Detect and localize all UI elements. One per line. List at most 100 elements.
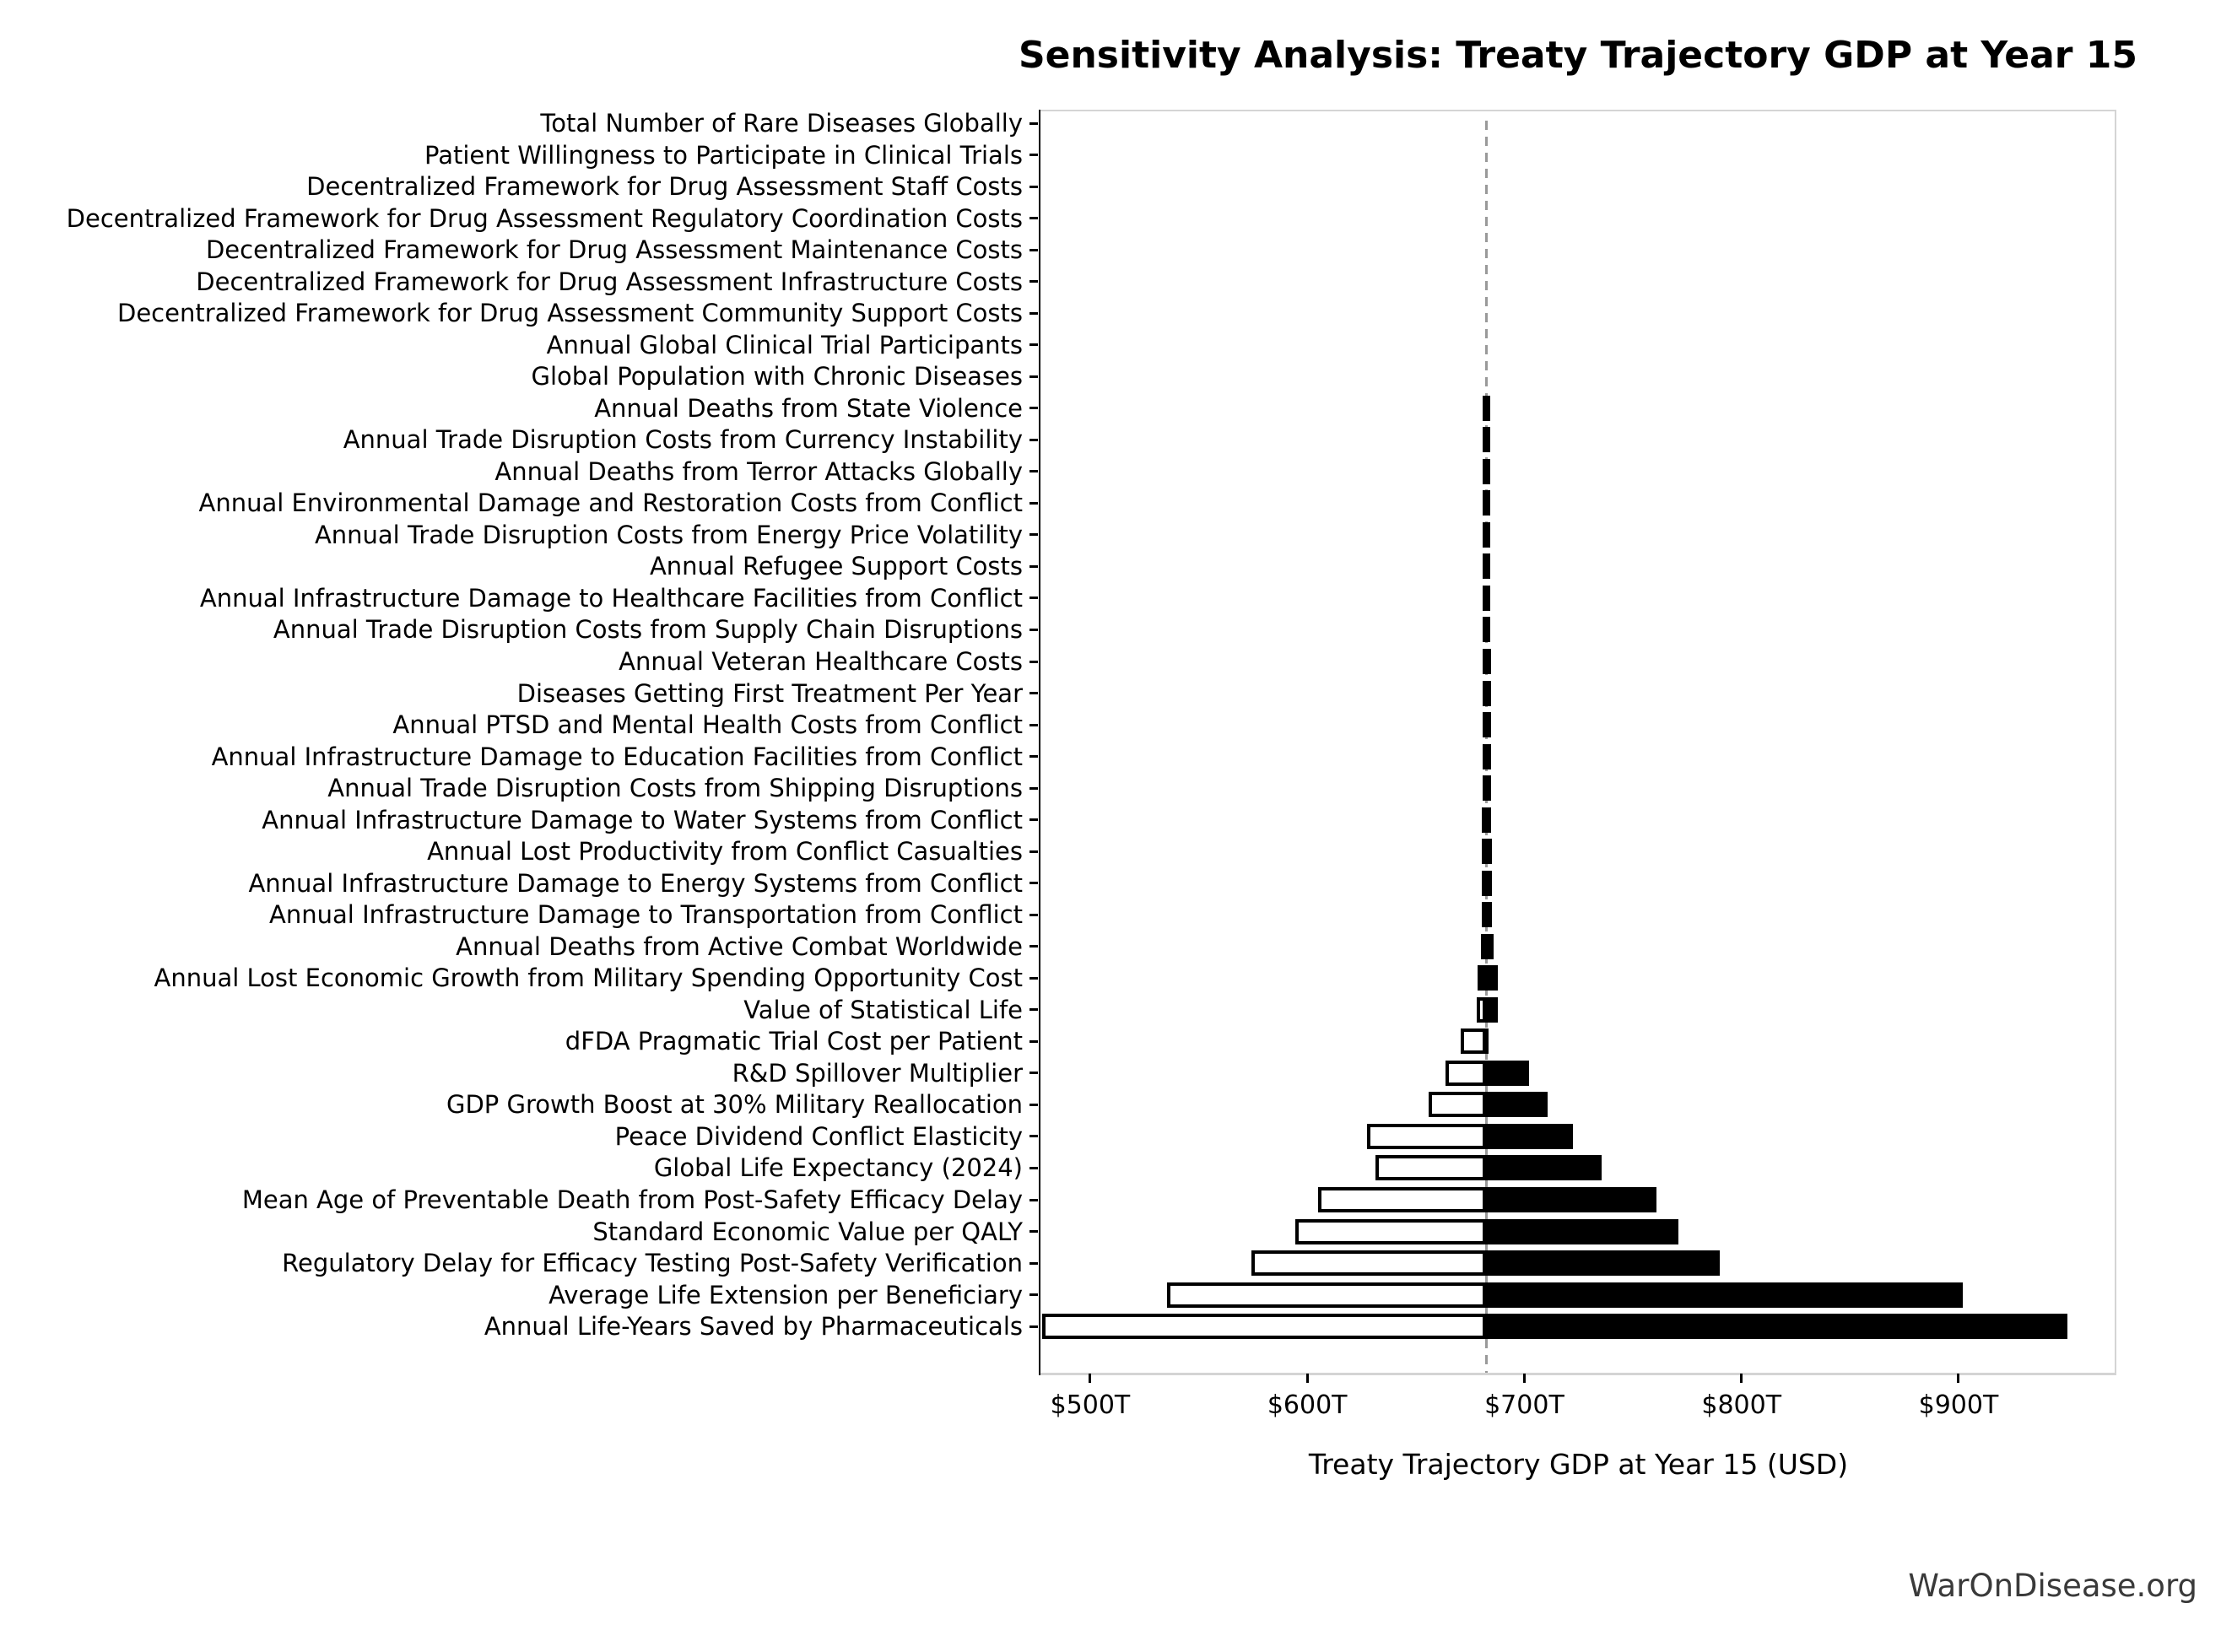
y-axis-label: dFDA Pragmatic Trial Cost per Patient [565,1027,1023,1056]
y-tick-mark [1029,660,1038,663]
y-tick-mark [1029,1103,1038,1106]
y-tick-mark [1029,438,1038,441]
y-axis-label: Patient Willingness to Participate in Cl… [424,140,1023,170]
y-axis-label: Annual Deaths from Active Combat Worldwi… [456,931,1023,961]
y-tick-mark [1029,470,1038,473]
y-axis-label: Annual Lost Economic Growth from Militar… [154,964,1023,993]
y-tick-mark [1029,1325,1038,1328]
y-tick-mark [1029,692,1038,695]
tornado-bar-high-segment [1486,490,1491,516]
y-tick-mark [1029,945,1038,948]
tornado-bar-high-segment [1486,1282,1963,1308]
y-axis-label: Decentralized Framework for Drug Assessm… [196,267,1023,296]
tornado-bar-low-segment [1483,427,1487,453]
tornado-bar-low-segment [1481,902,1487,928]
tornado-bar-high-segment [1486,933,1494,959]
x-tick-mark [1957,1374,1960,1383]
y-tick-mark [1029,1135,1038,1138]
y-axis-label: Annual PTSD and Mental Health Costs from… [392,710,1023,740]
y-tick-mark [1029,501,1038,505]
y-tick-mark [1029,723,1038,726]
plot-right-spine [2115,110,2116,1373]
y-axis-label: Annual Infrastructure Damage to Educatio… [211,742,1023,771]
tornado-bar-high-segment [1486,585,1491,611]
y-axis-label: Peace Dividend Conflict Elasticity [614,1121,1023,1151]
tornado-bar-high-segment [1486,427,1490,453]
tornado-bar-high-segment [1486,996,1498,1023]
y-axis-label: Decentralized Framework for Drug Assessm… [117,299,1023,328]
y-tick-mark [1029,311,1038,315]
y-tick-mark [1029,786,1038,790]
tornado-bar-low-segment [1041,1314,1487,1340]
x-tick-mark [1089,1374,1092,1383]
y-tick-mark [1029,1166,1038,1169]
tornado-bar-high-segment [1486,1028,1489,1055]
y-tick-mark [1029,1261,1038,1265]
tornado-bar-low-segment [1366,1123,1487,1149]
y-axis-label: Annual Infrastructure Damage to Water Sy… [262,805,1023,834]
y-axis-label: Annual Life-Years Saved by Pharmaceutica… [484,1312,1023,1342]
tornado-bar-low-segment [1483,458,1487,484]
x-axis-line [1040,1373,2116,1375]
tornado-bar-low-segment [1476,996,1487,1023]
plot-top-spine [1040,110,2116,111]
y-tick-mark [1029,850,1038,853]
y-axis-label: Regulatory Delay for Efficacy Testing Po… [282,1249,1023,1278]
chart-title: Sensitivity Analysis: Treaty Trajectory … [1018,34,2138,77]
y-tick-mark [1029,1072,1038,1075]
y-tick-mark [1029,407,1038,410]
y-tick-mark [1029,154,1038,157]
y-axis-label: Annual Deaths from Terror Attacks Global… [494,456,1023,486]
y-axis-label: Annual Refugee Support Costs [649,552,1023,581]
tornado-bar-high-segment [1486,1314,2068,1340]
tornado-bar-high-segment [1486,712,1491,738]
tornado-bar-low-segment [1317,1187,1487,1213]
tornado-bar-low-segment [1483,395,1487,421]
tornado-bar-low-segment [1482,649,1487,674]
tornado-bar-high-segment [1486,775,1492,802]
y-tick-mark [1029,628,1038,631]
tornado-bar-low-segment [1429,1092,1487,1118]
x-tick-label: $900T [1918,1390,1999,1420]
y-tick-mark [1029,564,1038,568]
y-axis-line [1039,110,1040,1375]
y-axis-label: Annual Veteran Healthcare Costs [619,647,1023,676]
y-tick-mark [1029,1293,1038,1297]
y-axis-label: Average Life Extension per Beneficiary [548,1280,1023,1309]
y-axis-label: Standard Economic Value per QALY [592,1217,1023,1246]
tornado-bar-low-segment [1483,585,1487,611]
tornado-bar-low-segment [1166,1282,1487,1308]
y-axis-label: Annual Trade Disruption Costs from Energ… [314,520,1023,549]
y-axis-label: Total Number of Rare Diseases Globally [540,109,1023,138]
y-axis-label: Decentralized Framework for Drug Assessm… [306,172,1023,202]
tornado-bar-high-segment [1486,1187,1657,1213]
tornado-bar-high-segment [1486,807,1492,833]
tornado-bar-high-segment [1486,1060,1530,1086]
tornado-bar-high-segment [1486,680,1491,706]
x-tick-mark [1305,1374,1309,1383]
y-axis-label: Annual Lost Productivity from Conflict C… [427,837,1023,866]
y-tick-mark [1029,882,1038,885]
tornado-bar-low-segment [1295,1218,1487,1244]
tornado-bar-low-segment [1375,1155,1487,1181]
y-tick-mark [1029,597,1038,600]
y-tick-mark [1029,755,1038,759]
y-axis-label: Annual Trade Disruption Costs from Suppl… [273,615,1023,645]
y-tick-mark [1029,375,1038,378]
tornado-bar-high-segment [1486,395,1490,421]
y-axis-label: Annual Trade Disruption Costs from Shipp… [327,774,1023,803]
watermark-text: WarOnDisease.org [1908,1568,2197,1604]
tornado-bar-high-segment [1486,617,1491,643]
tornado-bar-high-segment [1486,839,1492,865]
y-axis-label: Decentralized Framework for Drug Assessm… [66,203,1023,233]
y-axis-label: Global Population with Chronic Diseases [531,362,1023,391]
tornado-bar-high-segment [1486,870,1492,896]
y-tick-mark [1029,913,1038,916]
y-tick-mark [1029,1198,1038,1201]
y-axis-label: Annual Infrastructure Damage to Transpor… [269,900,1023,930]
y-tick-mark [1029,1039,1038,1043]
y-axis-label: Annual Infrastructure Damage to Energy S… [248,868,1023,898]
y-tick-mark [1029,1230,1038,1234]
tornado-bar-high-segment [1486,965,1498,991]
tornado-bar-high-segment [1486,1123,1574,1149]
